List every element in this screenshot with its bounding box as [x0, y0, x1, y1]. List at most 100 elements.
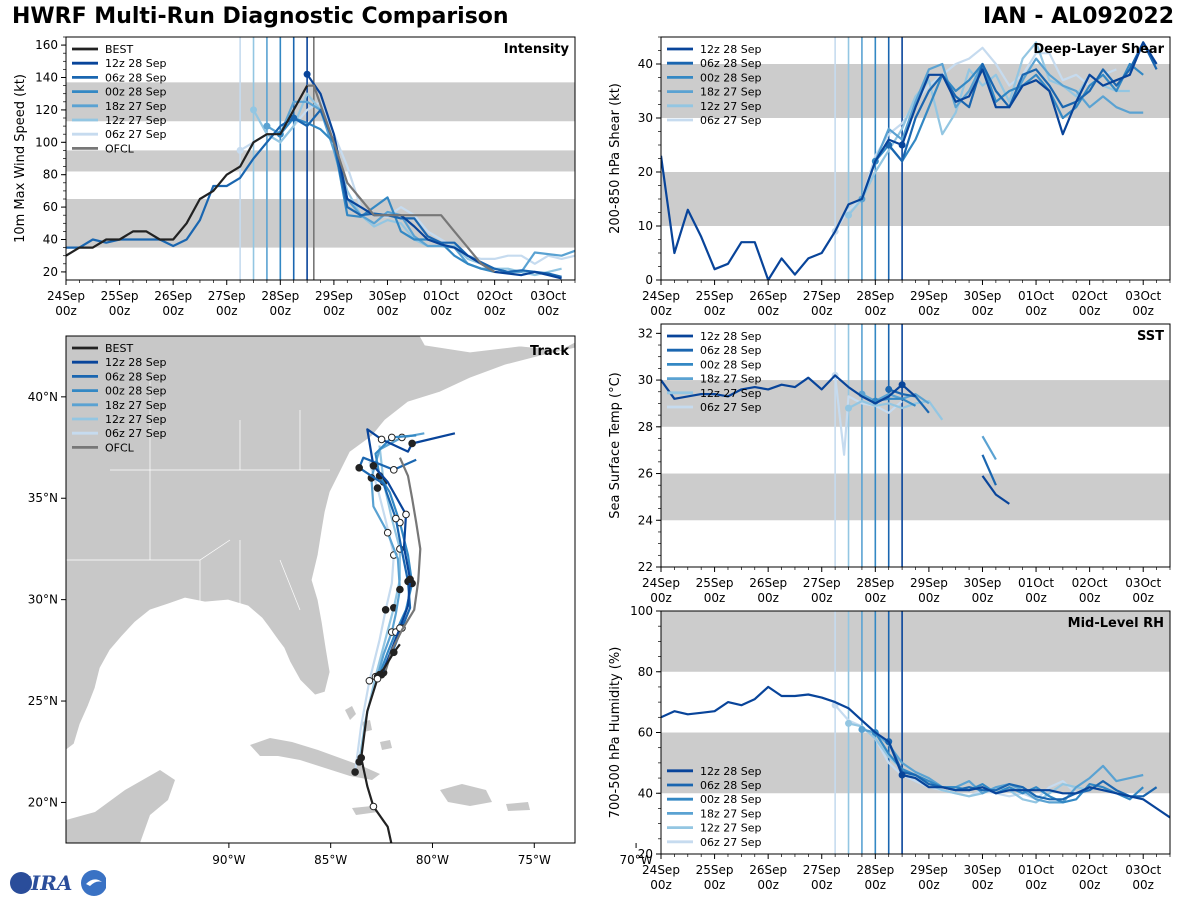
- rh-ylabel: 700-500 hPa Humidity (%): [608, 647, 623, 819]
- track-title: Track: [530, 344, 569, 359]
- intensity-init-point-12z28: [303, 70, 311, 78]
- shear-xtick-label: 24Sep: [642, 289, 680, 303]
- sst-ytick-label: 24: [638, 513, 653, 527]
- rh-xtick-label-hour: 00z: [650, 878, 672, 892]
- yucatan-land: [66, 770, 175, 843]
- intensity-xtick-label-hour: 00z: [55, 304, 77, 318]
- track-series-12z-28-sep: [366, 428, 456, 676]
- track-position-marker: [365, 676, 374, 685]
- shear-xtick-label-hour: 00z: [918, 304, 940, 318]
- shear-xtick-label-hour: 00z: [972, 304, 994, 318]
- track-xtick-label: 75°W: [518, 853, 551, 867]
- sst-init-point-12z27: [845, 404, 853, 412]
- shear-legend-label: 06z 28 Sep: [700, 57, 762, 70]
- track-legend-label: 18z 27 Sep: [105, 399, 167, 412]
- shear-xtick-label-hour: 00z: [811, 304, 833, 318]
- track-series-ofcl: [384, 457, 422, 671]
- sst-ytick-label: 26: [638, 467, 653, 481]
- cira-logo-globe-icon: [81, 870, 107, 896]
- rh-init-point-12z27: [845, 719, 853, 727]
- intensity-xtick-label-hour: 00z: [377, 304, 399, 318]
- track-position-marker: [355, 464, 363, 472]
- rh-xtick-label-hour: 00z: [811, 878, 833, 892]
- track-position-marker: [389, 466, 398, 474]
- north-america-land: [66, 336, 575, 751]
- sst-legend-label: 18z 27 Sep: [700, 373, 762, 386]
- shear-xtick-label-hour: 00z: [650, 304, 672, 318]
- track-position-marker: [373, 674, 382, 683]
- sst-series-18z-27-sep-late: [981, 435, 997, 461]
- intensity-xtick-label-hour: 00z: [270, 304, 292, 318]
- rh-panel: 2040608010024Sep00z25Sep00z26Sep00z27Sep…: [608, 604, 1171, 892]
- shear-xtick-label: 03Oct: [1125, 289, 1161, 303]
- shear-init-point-12z28: [898, 141, 906, 149]
- shear-plot-area: [661, 37, 1170, 280]
- track-xtick-label: 70°W: [620, 853, 653, 867]
- intensity-ytick-label: 40: [43, 233, 58, 247]
- rh-xtick-label-hour: 00z: [1079, 878, 1101, 892]
- track-position-marker: [369, 461, 378, 470]
- intensity-series-ofcl: [307, 84, 496, 273]
- shear-xtick-label: 01Oct: [1018, 289, 1054, 303]
- shear-xtick-label-hour: 00z: [1132, 304, 1154, 318]
- intensity-xtick-label: 29Sep: [315, 289, 353, 303]
- sst-xtick-label: 28Sep: [856, 576, 894, 590]
- intensity-ytick-label: 60: [43, 200, 58, 214]
- shear-xtick-label: 27Sep: [803, 289, 841, 303]
- shear-xtick-label: 02Oct: [1072, 289, 1108, 303]
- intensity-xtick-label-hour: 00z: [484, 304, 506, 318]
- track-position-marker: [377, 435, 386, 444]
- intensity-legend-label: 18z 27 Sep: [105, 100, 167, 113]
- track-legend-label: 06z 27 Sep: [105, 427, 167, 440]
- rh-legend-label: 06z 28 Sep: [700, 779, 762, 792]
- rh-legend-label: 00z 28 Sep: [700, 793, 762, 806]
- sst-xtick-label-hour: 00z: [811, 591, 833, 605]
- intensity-init-point-06z28: [290, 114, 298, 122]
- sst-ytick-label: 30: [638, 373, 653, 387]
- shear-panel: 01020304024Sep00z25Sep00z26Sep00z27Sep00…: [608, 36, 1171, 318]
- intensity-xtick-label: 01Oct: [423, 289, 459, 303]
- shear-ytick-label: 10: [638, 219, 653, 233]
- sst-background: [661, 324, 1170, 567]
- sst-xtick-label: 01Oct: [1018, 576, 1054, 590]
- track-xtick-label: 90°W: [212, 853, 245, 867]
- track-ytick-label: 25°N: [28, 694, 58, 708]
- intensity-xtick-label: 26Sep: [154, 289, 192, 303]
- cira-logo: CIRA: [6, 868, 107, 898]
- track-position-marker: [392, 514, 400, 523]
- intensity-ytick-label: 20: [43, 265, 58, 279]
- shear-series-06z-28-sep: [887, 41, 1158, 163]
- intensity-legend-label: BEST: [105, 43, 133, 56]
- cira-logo-swirl-icon: [86, 879, 102, 886]
- intensity-legend-label: 12z 28 Sep: [105, 57, 167, 70]
- sst-ytick-label: 28: [638, 420, 653, 434]
- rh-xtick-label-hour: 00z: [972, 878, 994, 892]
- sst-legend-label: 06z 28 Sep: [700, 344, 762, 357]
- sst-xtick-label: 30Sep: [964, 576, 1002, 590]
- track-ytick-label: 40°N: [28, 390, 58, 404]
- rh-band: [661, 611, 1170, 672]
- intensity-legend-label: 12z 27 Sep: [105, 114, 167, 127]
- track-legend-label: 12z 28 Sep: [105, 356, 167, 369]
- rh-band: [661, 732, 1170, 794]
- rh-ytick-label: 20: [638, 847, 653, 861]
- sst-xtick-label: 03Oct: [1125, 576, 1161, 590]
- sst-ytick-label: 32: [638, 326, 653, 340]
- rh-init-point-18z27: [858, 725, 866, 733]
- rh-plot-area: [661, 611, 1170, 854]
- track-position-marker: [408, 439, 416, 448]
- track-position-marker: [393, 860, 400, 867]
- puerto-rico-island: [506, 802, 530, 811]
- rh-xtick-label: 02Oct: [1072, 863, 1108, 877]
- cira-logo-text: CIRA: [15, 871, 72, 895]
- sst-ylabel: Sea Surface Temp (°C): [608, 372, 623, 519]
- intensity-plot-area: [66, 37, 575, 280]
- track-axes: 90°W 85°W 80°W 75°W 70°W 20°N 25°N 30°N 35°N 40°N: [28, 390, 653, 867]
- sst-title: SST: [1137, 329, 1164, 344]
- intensity-xtick-label-hour: 00z: [162, 304, 184, 318]
- intensity-xtick-label: 03Oct: [530, 289, 566, 303]
- track-legend-label: OFCL: [105, 441, 135, 454]
- track-position-marker: [369, 802, 378, 811]
